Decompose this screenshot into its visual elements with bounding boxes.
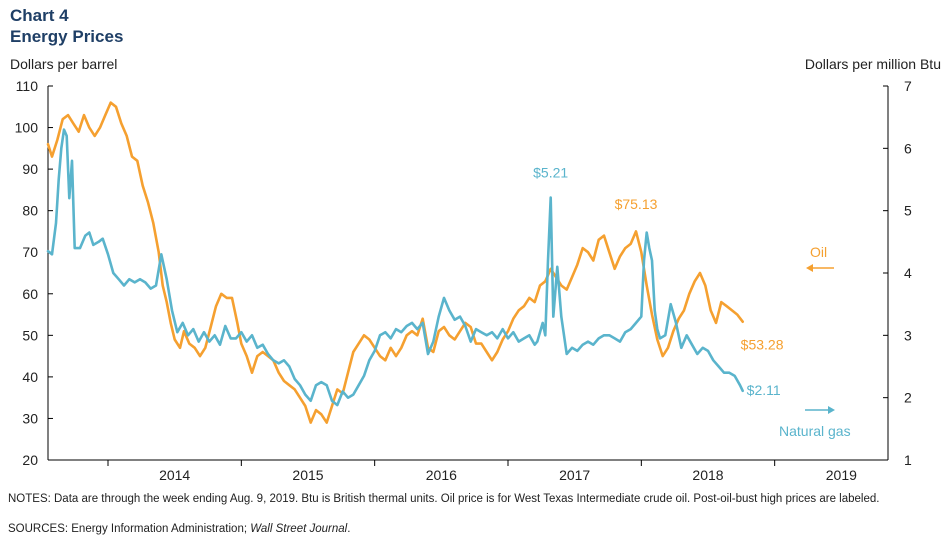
right-axis-ticks: 1 2 3 4 5 6 7 <box>883 78 912 468</box>
x-tick-label: 2014 <box>159 467 190 483</box>
sources-end: . <box>347 523 351 535</box>
left-tick-label: 110 <box>16 78 39 94</box>
right-tick-label: 4 <box>904 265 912 281</box>
chart-notes: NOTES: Data are through the week ending … <box>8 493 880 505</box>
x-tick-label: 2017 <box>559 467 590 483</box>
axes <box>47 86 889 461</box>
left-tick-label: 80 <box>22 203 38 219</box>
x-tick-label: 2018 <box>692 467 723 483</box>
sources-italic: Wall Street Journal <box>250 523 348 535</box>
right-tick-label: 2 <box>904 390 912 406</box>
annotation-layer: $5.21 $75.13 $53.28 $2.11 <box>533 165 784 398</box>
left-tick-label: 90 <box>22 161 38 177</box>
left-tick-label: 50 <box>22 327 38 343</box>
natural-gas-price-line <box>46 128 744 407</box>
left-tick-label: 40 <box>22 369 38 385</box>
x-tick-label: 2016 <box>426 467 457 483</box>
left-tick-label: 30 <box>22 410 38 426</box>
left-tick-label: 20 <box>22 452 38 468</box>
right-tick-label: 6 <box>904 140 912 156</box>
right-tick-label: 3 <box>904 327 912 343</box>
price-annotation: $2.11 <box>747 382 781 398</box>
price-annotation: $5.21 <box>533 165 568 181</box>
sources-text: SOURCES: Energy Information Administrati… <box>8 523 251 535</box>
chart-number: Chart 4 <box>10 6 69 25</box>
price-annotation: $75.13 <box>615 196 658 212</box>
left-tick-label: 100 <box>15 120 39 136</box>
legend-gas-label: Natural gas <box>779 423 851 439</box>
chart-title: Energy Prices <box>10 27 124 46</box>
right-axis-unit: Dollars per million Btu <box>804 56 941 72</box>
x-tick-label: 2015 <box>292 467 323 483</box>
series-layer <box>46 101 744 424</box>
left-tick-label: 60 <box>22 286 38 302</box>
x-axis-ticks: 2014 2015 2016 2017 2018 2019 <box>107 460 857 483</box>
right-tick-label: 5 <box>904 203 912 219</box>
price-annotation: $53.28 <box>741 337 784 353</box>
left-axis-ticks: 20 30 40 50 60 70 80 90 100 110 <box>15 78 53 468</box>
x-tick-label: 2019 <box>826 467 857 483</box>
right-tick-label: 1 <box>904 452 912 468</box>
chart-sources: SOURCES: Energy Information Administrati… <box>8 523 350 535</box>
chart-title-block: Chart 4 Energy Prices <box>10 5 123 47</box>
legend-gas-arrow-head <box>828 406 835 414</box>
left-axis-unit: Dollars per barrel <box>10 56 118 72</box>
legend-layer: Oil Natural gas <box>779 244 851 439</box>
right-tick-label: 7 <box>904 78 912 94</box>
legend-oil-label: Oil <box>810 244 827 260</box>
oil-price-line <box>46 101 744 424</box>
legend-oil-arrow-head <box>806 264 813 272</box>
left-tick-label: 70 <box>22 244 38 260</box>
